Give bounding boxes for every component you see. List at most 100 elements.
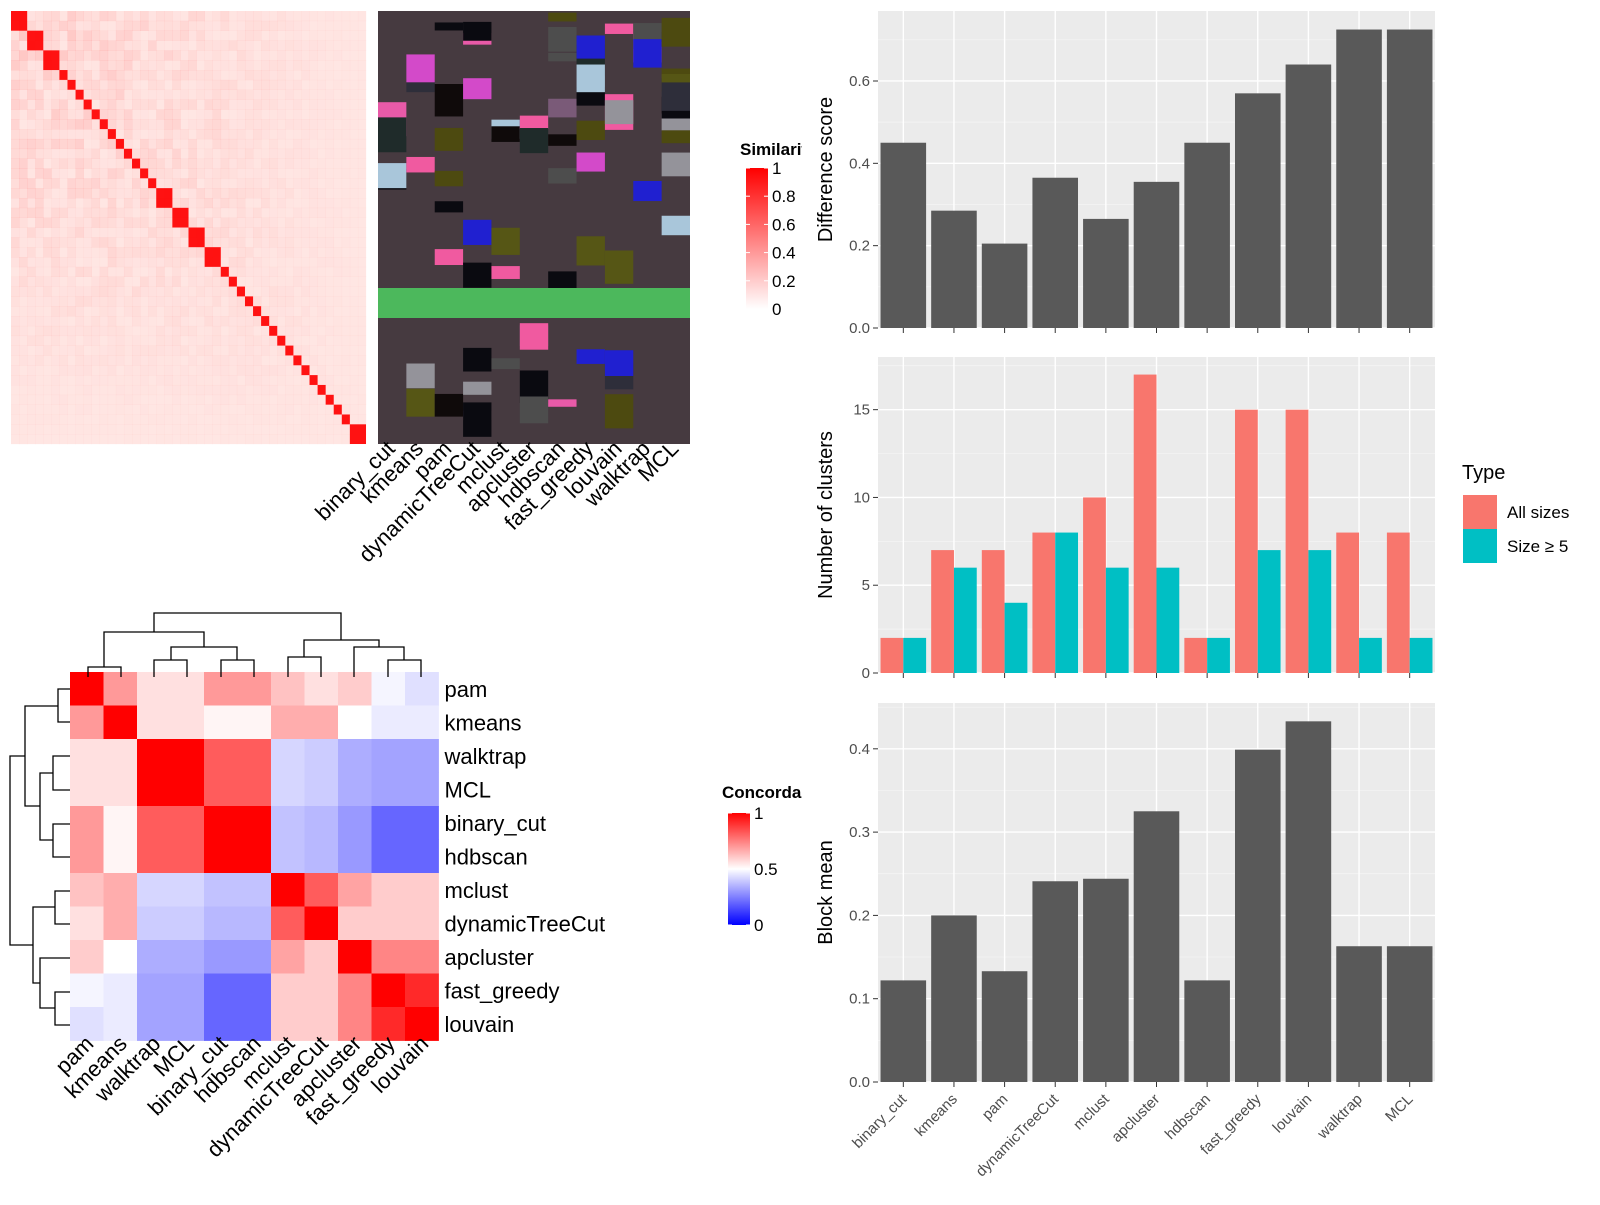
bar — [1134, 375, 1157, 673]
similarity-cell — [100, 247, 108, 257]
similarity-cell — [301, 414, 309, 424]
similarity-cell — [43, 355, 51, 365]
similarity-cell — [310, 109, 318, 119]
similarity-cell — [261, 41, 269, 51]
similarity-cell — [189, 326, 197, 336]
similarity-cell — [59, 119, 67, 129]
similarity-cell — [148, 198, 156, 208]
similarity-cell — [19, 306, 27, 316]
similarity-cell — [140, 109, 148, 119]
similarity-cell — [318, 257, 326, 267]
similarity-cell — [318, 336, 326, 346]
similarity-cell — [326, 375, 334, 385]
similarity-cell — [164, 50, 172, 60]
similarity-cell — [180, 50, 188, 60]
similarity-cell — [253, 365, 261, 375]
similarity-cell — [301, 41, 309, 51]
similarity-cell — [213, 287, 221, 297]
cluster-mark — [662, 78, 690, 110]
similarity-cell — [19, 405, 27, 415]
similarity-cell — [124, 405, 132, 415]
concordance-row-label: dynamicTreeCut — [445, 911, 606, 936]
similarity-cell — [156, 336, 164, 346]
similarity-cell — [172, 385, 180, 395]
similarity-cell — [11, 267, 19, 277]
similarity-cell — [19, 109, 27, 119]
similarity-cell — [213, 50, 221, 60]
similarity-cell — [358, 405, 366, 415]
similarity-cell — [318, 228, 326, 238]
similarity-cell — [27, 287, 35, 297]
similarity-cell — [59, 365, 67, 375]
similarity-cell — [27, 405, 35, 415]
similarity-cell — [213, 296, 221, 306]
similarity-cell — [342, 198, 350, 208]
similarity-cell — [51, 257, 59, 267]
similarity-cell — [76, 424, 84, 434]
similarity-cell — [221, 188, 229, 198]
similarity-legend-bar — [746, 168, 768, 309]
similarity-cell — [310, 21, 318, 31]
similarity-cell — [285, 119, 293, 129]
similarity-cell — [221, 50, 229, 60]
concordance-legend-tick-label: 0.5 — [754, 860, 778, 879]
similarity-cell — [67, 149, 75, 159]
similarity-cell — [43, 11, 51, 21]
similarity-cell — [310, 129, 318, 139]
similarity-diagonal-block — [124, 149, 132, 159]
similarity-cell — [277, 228, 285, 238]
similarity-cell — [285, 159, 293, 169]
similarity-cell — [310, 296, 318, 306]
similarity-cell — [350, 188, 358, 198]
similarity-cell — [140, 316, 148, 326]
similarity-cell — [253, 188, 261, 198]
similarity-cell — [205, 50, 213, 60]
similarity-cell — [205, 277, 213, 287]
concordance-cell — [204, 840, 238, 874]
bar — [1286, 65, 1332, 328]
similarity-cell — [293, 198, 301, 208]
similarity-cell — [27, 257, 35, 267]
similarity-cell — [245, 424, 253, 434]
similarity-cell — [124, 208, 132, 218]
similarity-cell — [19, 257, 27, 267]
similarity-cell — [164, 168, 172, 178]
similarity-cell — [19, 365, 27, 375]
similarity-cell — [342, 228, 350, 238]
cluster-mark — [520, 323, 548, 350]
similarity-cell — [253, 109, 261, 119]
similarity-cell — [358, 198, 366, 208]
similarity-legend-tick-label: 0.8 — [772, 187, 796, 206]
similarity-cell — [124, 31, 132, 41]
difference-score-chart: 0.00.20.40.6Difference score — [815, 11, 1435, 337]
similarity-cell — [293, 139, 301, 149]
similarity-cell — [124, 50, 132, 60]
similarity-cell — [27, 375, 35, 385]
similarity-cell — [84, 424, 92, 434]
similarity-cell — [156, 228, 164, 238]
similarity-cell — [59, 395, 67, 405]
similarity-cell — [277, 385, 285, 395]
similarity-cell — [172, 424, 180, 434]
similarity-cell — [301, 129, 309, 139]
similarity-cell — [310, 139, 318, 149]
similarity-cell — [237, 70, 245, 80]
similarity-cell — [132, 41, 140, 51]
similarity-cell — [310, 41, 318, 51]
similarity-cell — [310, 178, 318, 188]
similarity-cell — [237, 139, 245, 149]
similarity-cell — [342, 346, 350, 356]
similarity-cell — [205, 168, 213, 178]
similarity-diagonal-block — [43, 50, 59, 70]
similarity-cell — [124, 218, 132, 228]
similarity-cell — [43, 326, 51, 336]
similarity-cell — [358, 237, 366, 247]
similarity-cell — [43, 31, 51, 41]
similarity-cell — [11, 41, 19, 51]
similarity-cell — [285, 208, 293, 218]
similarity-cell — [84, 336, 92, 346]
similarity-cell — [358, 60, 366, 70]
similarity-cell — [124, 237, 132, 247]
similarity-cell — [27, 90, 35, 100]
similarity-cell — [100, 257, 108, 267]
